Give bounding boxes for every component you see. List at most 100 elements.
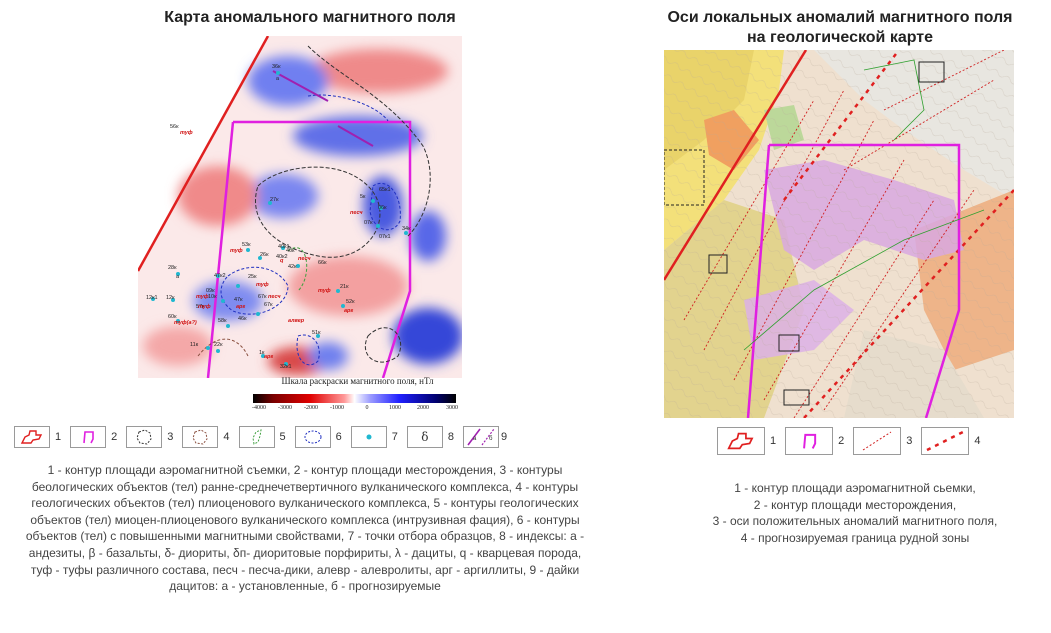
sample-point bbox=[336, 289, 340, 293]
rock-label: туф(а?) bbox=[174, 319, 197, 326]
right-title-line1: Оси локальных аномалий магнитного поля bbox=[667, 9, 1013, 26]
legend-num: 5 bbox=[279, 431, 286, 443]
sample-label: 47к2 bbox=[214, 273, 226, 279]
legend-num: 3 bbox=[906, 435, 913, 447]
sample-label: 5к bbox=[360, 194, 366, 200]
rock-labels: туф песч туф q песч туф туф туф песч арг… bbox=[174, 129, 363, 360]
right-caption-line: 2 - контур площади месторождения, bbox=[753, 497, 957, 512]
sample-label: 07к1 bbox=[379, 234, 391, 240]
anomaly-axis bbox=[733, 119, 875, 381]
magnetic-field-map: 36к 56к 27к 5к 65к1 06к 07к 07к1 34к 53к… bbox=[138, 36, 462, 378]
sample-label: 10к bbox=[208, 294, 217, 300]
geologic-contour-black bbox=[307, 45, 431, 237]
geologic-boundary bbox=[743, 209, 985, 351]
left-legend: 1 2 3 4 5 6 7 δ 8 а б 9 bbox=[14, 426, 516, 448]
left-panel-title: Карта аномального магнитного поля bbox=[164, 9, 456, 26]
sample-label: 26к bbox=[260, 252, 269, 258]
sample-label: 25к bbox=[248, 274, 257, 280]
area-outline-icon bbox=[14, 426, 50, 448]
area-outline-icon bbox=[717, 427, 765, 455]
deposit-outline-icon bbox=[70, 426, 107, 448]
topographic-contours bbox=[664, 50, 1014, 418]
sample-point bbox=[281, 246, 285, 250]
right-caption-line: 4 - прогнозируемая граница рудной зоны bbox=[740, 530, 970, 545]
anomaly-axis bbox=[683, 99, 815, 321]
sample-point bbox=[284, 362, 288, 366]
sample-point bbox=[221, 299, 225, 303]
rock-label: арг bbox=[344, 308, 353, 314]
dashed-contour-green-icon bbox=[238, 426, 275, 448]
survey-outline bbox=[138, 36, 270, 272]
sample-labels: 36к 56к 27к 5к 65к1 06к 07к 07к1 34к 53к… bbox=[146, 64, 411, 370]
sample-label: 12к1 bbox=[146, 295, 158, 301]
rock-label: песч bbox=[350, 210, 363, 216]
sample-label: 67к bbox=[264, 302, 273, 308]
rock-label: туф bbox=[318, 287, 331, 294]
legend-num: 3 bbox=[167, 431, 174, 443]
rock-label: песч bbox=[268, 294, 281, 300]
delta-glyph: δ bbox=[421, 430, 429, 444]
index-label: а bbox=[176, 274, 180, 280]
survey-outline bbox=[664, 50, 808, 281]
legend-num: 1 bbox=[770, 435, 777, 447]
sample-label: 67к bbox=[258, 294, 267, 300]
rock-label: туф bbox=[198, 303, 211, 310]
scale-tick: -3000 bbox=[278, 405, 292, 411]
left-legend-caption: 1 - контур площади аэромагнитной съемки,… bbox=[25, 463, 585, 594]
anomaly-axis bbox=[793, 199, 935, 418]
scale-tick: 0 bbox=[365, 405, 369, 411]
sample-label: 47к bbox=[234, 297, 243, 303]
right-legend: 1 2 3 4 bbox=[717, 427, 990, 455]
deposit-outline bbox=[233, 120, 412, 378]
sample-point bbox=[268, 201, 272, 205]
rock-label: алвер bbox=[288, 318, 305, 324]
sample-label: 36к bbox=[272, 64, 281, 70]
dike-line bbox=[337, 125, 374, 147]
rock-label: арг bbox=[264, 354, 273, 360]
sample-points bbox=[151, 71, 408, 366]
sample-label: 06к bbox=[378, 205, 387, 211]
right-panel-title: Оси локальных аномалий магнитного поля н… bbox=[660, 8, 1020, 48]
dike-label-b: б bbox=[489, 436, 493, 442]
legend-num: 6 bbox=[335, 431, 342, 443]
sample-label: 51к bbox=[312, 330, 321, 336]
anomaly-axis bbox=[823, 189, 975, 411]
sample-label: 07к bbox=[364, 220, 373, 226]
legend-num: 4 bbox=[974, 435, 981, 447]
miocene-contour bbox=[287, 247, 308, 292]
legend-num: 2 bbox=[111, 431, 118, 443]
ore-zone-boundary bbox=[803, 189, 1014, 418]
sample-point bbox=[151, 297, 155, 301]
sample-point bbox=[176, 319, 180, 323]
mine-block bbox=[664, 149, 705, 206]
mine-block bbox=[778, 334, 800, 352]
right-title-line2: на геологической карте bbox=[746, 29, 934, 46]
sample-point bbox=[176, 272, 180, 276]
dashed-contour-brown-icon bbox=[182, 426, 219, 448]
sample-point bbox=[316, 334, 320, 338]
sample-point bbox=[371, 199, 375, 203]
scale-tick: -2000 bbox=[304, 405, 318, 411]
color-scale-ticks: -4000 -3000 -2000 -1000 0 1000 2000 3000 bbox=[245, 405, 470, 415]
sample-point bbox=[258, 256, 262, 260]
deposit-outline-west bbox=[206, 121, 235, 378]
sample-label: 32к1 bbox=[280, 364, 292, 370]
sample-label: 40к bbox=[286, 248, 295, 254]
rock-label: туф bbox=[196, 293, 209, 300]
dashed-contour-blue-icon bbox=[294, 426, 331, 448]
rock-label: песч bbox=[298, 256, 311, 262]
sample-point bbox=[404, 231, 408, 235]
mine-block bbox=[918, 61, 945, 83]
sample-point bbox=[216, 274, 220, 278]
right-caption-line: 3 - оси положительных аномалий магнитног… bbox=[712, 514, 998, 529]
sample-label: 22к bbox=[214, 342, 223, 348]
sample-label: 40к1 bbox=[278, 244, 290, 250]
sample-point bbox=[296, 264, 300, 268]
magnetic-body-contour bbox=[296, 334, 320, 366]
scale-tick: 2000 bbox=[417, 405, 429, 411]
legend-num: 7 bbox=[391, 431, 398, 443]
sample-label: 60к bbox=[168, 314, 177, 320]
index-labels: а а bbox=[176, 76, 280, 280]
geologic-map-svg bbox=[664, 50, 1014, 418]
sample-label: 42к bbox=[288, 264, 297, 270]
